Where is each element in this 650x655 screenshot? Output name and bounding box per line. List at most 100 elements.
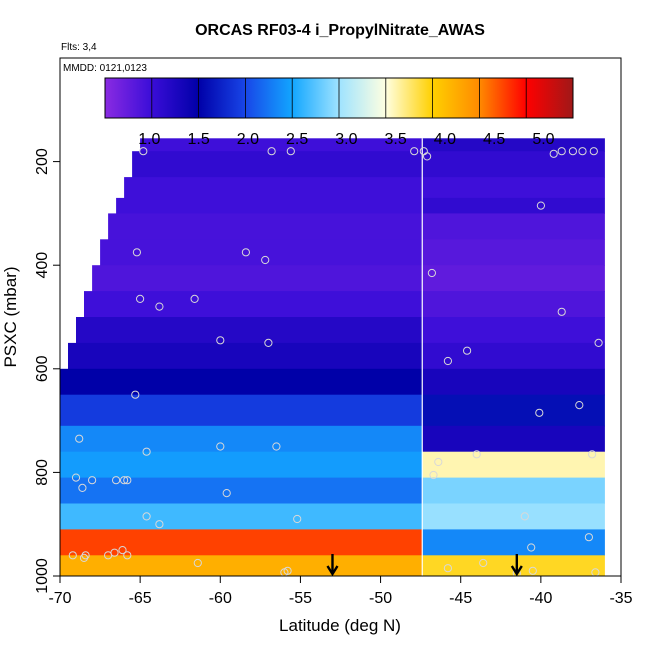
sample-point-26 xyxy=(535,408,544,417)
colorbar-tick-label-8: 5.0 xyxy=(532,131,554,148)
heatmap-band-10-0 xyxy=(60,368,423,396)
sample-point-60 xyxy=(479,558,488,568)
heatmap-band-14-0 xyxy=(60,477,423,504)
sample-point-10 xyxy=(589,147,598,156)
x-tick-label-1: -65 xyxy=(129,590,152,607)
colorbar-tick-label-1: 1.5 xyxy=(187,131,209,148)
sample-point-45 xyxy=(293,514,302,524)
x-axis: -70 -65 -60 -55 -50 -45 -40 -35 xyxy=(48,575,633,607)
sample-point-56 xyxy=(193,558,202,568)
sample-points xyxy=(68,147,603,576)
sample-point-59 xyxy=(443,564,452,573)
sample-point-0 xyxy=(139,147,148,156)
sample-point-54 xyxy=(118,546,127,555)
sample-point-15 xyxy=(427,268,436,278)
y-tick-label-1: 400 xyxy=(34,252,51,279)
sample-point-8 xyxy=(568,147,578,156)
heatmap-band-8-1 xyxy=(422,317,605,344)
sample-point-55 xyxy=(123,551,132,560)
colorbar-tick-label-5: 3.5 xyxy=(385,131,407,148)
sample-point-53 xyxy=(110,548,119,557)
heatmap-band-13-1 xyxy=(422,451,605,479)
heatmap-band-3-1 xyxy=(422,197,605,214)
y-axis: 200 400 600 800 1000 xyxy=(34,148,61,594)
sample-point-62 xyxy=(528,566,537,575)
sample-point-27 xyxy=(575,401,584,410)
sample-point-30 xyxy=(216,442,225,451)
x-axis-title: Latitude (deg N) xyxy=(279,616,401,635)
sample-point-23 xyxy=(443,356,452,366)
sample-point-18 xyxy=(155,302,164,311)
sample-point-14 xyxy=(261,255,270,265)
colorbar: 1.0 1.5 2.0 2.5 3.0 3.5 4.0 4.5 5.0 xyxy=(104,77,574,148)
heatmap-band-1-0 xyxy=(132,151,423,178)
sample-point-35 xyxy=(71,473,81,482)
heatmap-bands xyxy=(60,138,605,576)
heatmap-band-2-0 xyxy=(124,177,423,199)
sample-point-12 xyxy=(132,248,141,257)
heatmap-band-11-1 xyxy=(422,394,605,427)
sample-point-13 xyxy=(241,248,250,257)
heatmap-band-9-1 xyxy=(422,342,605,370)
heatmap-band-4-0 xyxy=(108,213,423,240)
sample-point-34 xyxy=(588,450,597,459)
heatmap-band-7-1 xyxy=(422,291,605,318)
sample-point-24 xyxy=(594,338,603,347)
mmdd-note: MMDD: 0121,0123 xyxy=(63,63,147,74)
sample-point-16 xyxy=(136,294,145,303)
sample-point-17 xyxy=(190,294,199,303)
heatmap-band-9-0 xyxy=(68,342,423,370)
heatmap-band-15-1 xyxy=(422,503,605,530)
heatmap-band-10-1 xyxy=(422,368,605,396)
sample-point-20 xyxy=(216,336,225,345)
sample-point-28 xyxy=(75,434,84,443)
sample-point-21 xyxy=(264,338,273,347)
x-tick-label-4: -50 xyxy=(369,590,392,607)
sample-point-49 xyxy=(68,551,77,560)
colorbar-tick-label-2: 2.0 xyxy=(237,131,259,148)
sample-point-44 xyxy=(155,520,164,529)
sample-point-19 xyxy=(557,307,566,316)
sample-point-6 xyxy=(549,149,558,158)
x-tick-label-2: -60 xyxy=(209,590,232,607)
heatmap-band-13-0 xyxy=(60,451,423,479)
heatmap-band-2-1 xyxy=(422,177,605,199)
colorbar-tick-label-3: 2.5 xyxy=(286,131,308,148)
heatmap-band-16-0 xyxy=(60,529,423,556)
sample-point-46 xyxy=(520,512,529,521)
position-arrow-0 xyxy=(326,554,339,577)
sample-point-37 xyxy=(112,476,121,485)
sample-point-3 xyxy=(410,147,419,156)
sample-point-29 xyxy=(142,447,151,456)
sample-point-25 xyxy=(131,390,140,399)
sample-point-32 xyxy=(472,450,481,459)
heatmap-band-14-1 xyxy=(422,477,605,504)
y-tick-label-2: 600 xyxy=(34,355,51,382)
position-arrows xyxy=(326,554,523,577)
y-tick-label-0: 200 xyxy=(34,148,51,175)
sample-point-39 xyxy=(123,476,132,485)
heatmap-band-15-0 xyxy=(60,503,423,530)
heatmap-band-17-0 xyxy=(60,555,423,576)
sample-point-7 xyxy=(557,147,566,156)
colorbar-tick-label-7: 4.5 xyxy=(483,131,505,148)
y-axis-title: PSXC (mbar) xyxy=(1,266,20,367)
sample-point-47 xyxy=(527,543,536,552)
x-tick-label-5: -45 xyxy=(449,590,472,607)
sample-point-1 xyxy=(267,147,276,156)
sample-point-11 xyxy=(536,201,546,210)
heatmap-band-12-0 xyxy=(60,425,423,453)
heatmap-band-0-0 xyxy=(140,138,423,152)
sample-point-5 xyxy=(423,152,432,161)
chart-title: ORCAS RF03-4 i_PropylNitrate_AWAS xyxy=(195,22,485,39)
y-tick-label-3: 800 xyxy=(34,459,51,486)
heatmap-band-4-1 xyxy=(422,213,605,240)
sample-point-22 xyxy=(463,346,472,355)
sample-point-40 xyxy=(222,489,231,498)
colorbar-tick-label-6: 4.0 xyxy=(434,131,456,148)
sample-point-38 xyxy=(120,476,129,485)
heatmap-band-5-1 xyxy=(422,239,605,266)
heatmap-band-5-0 xyxy=(100,239,423,266)
